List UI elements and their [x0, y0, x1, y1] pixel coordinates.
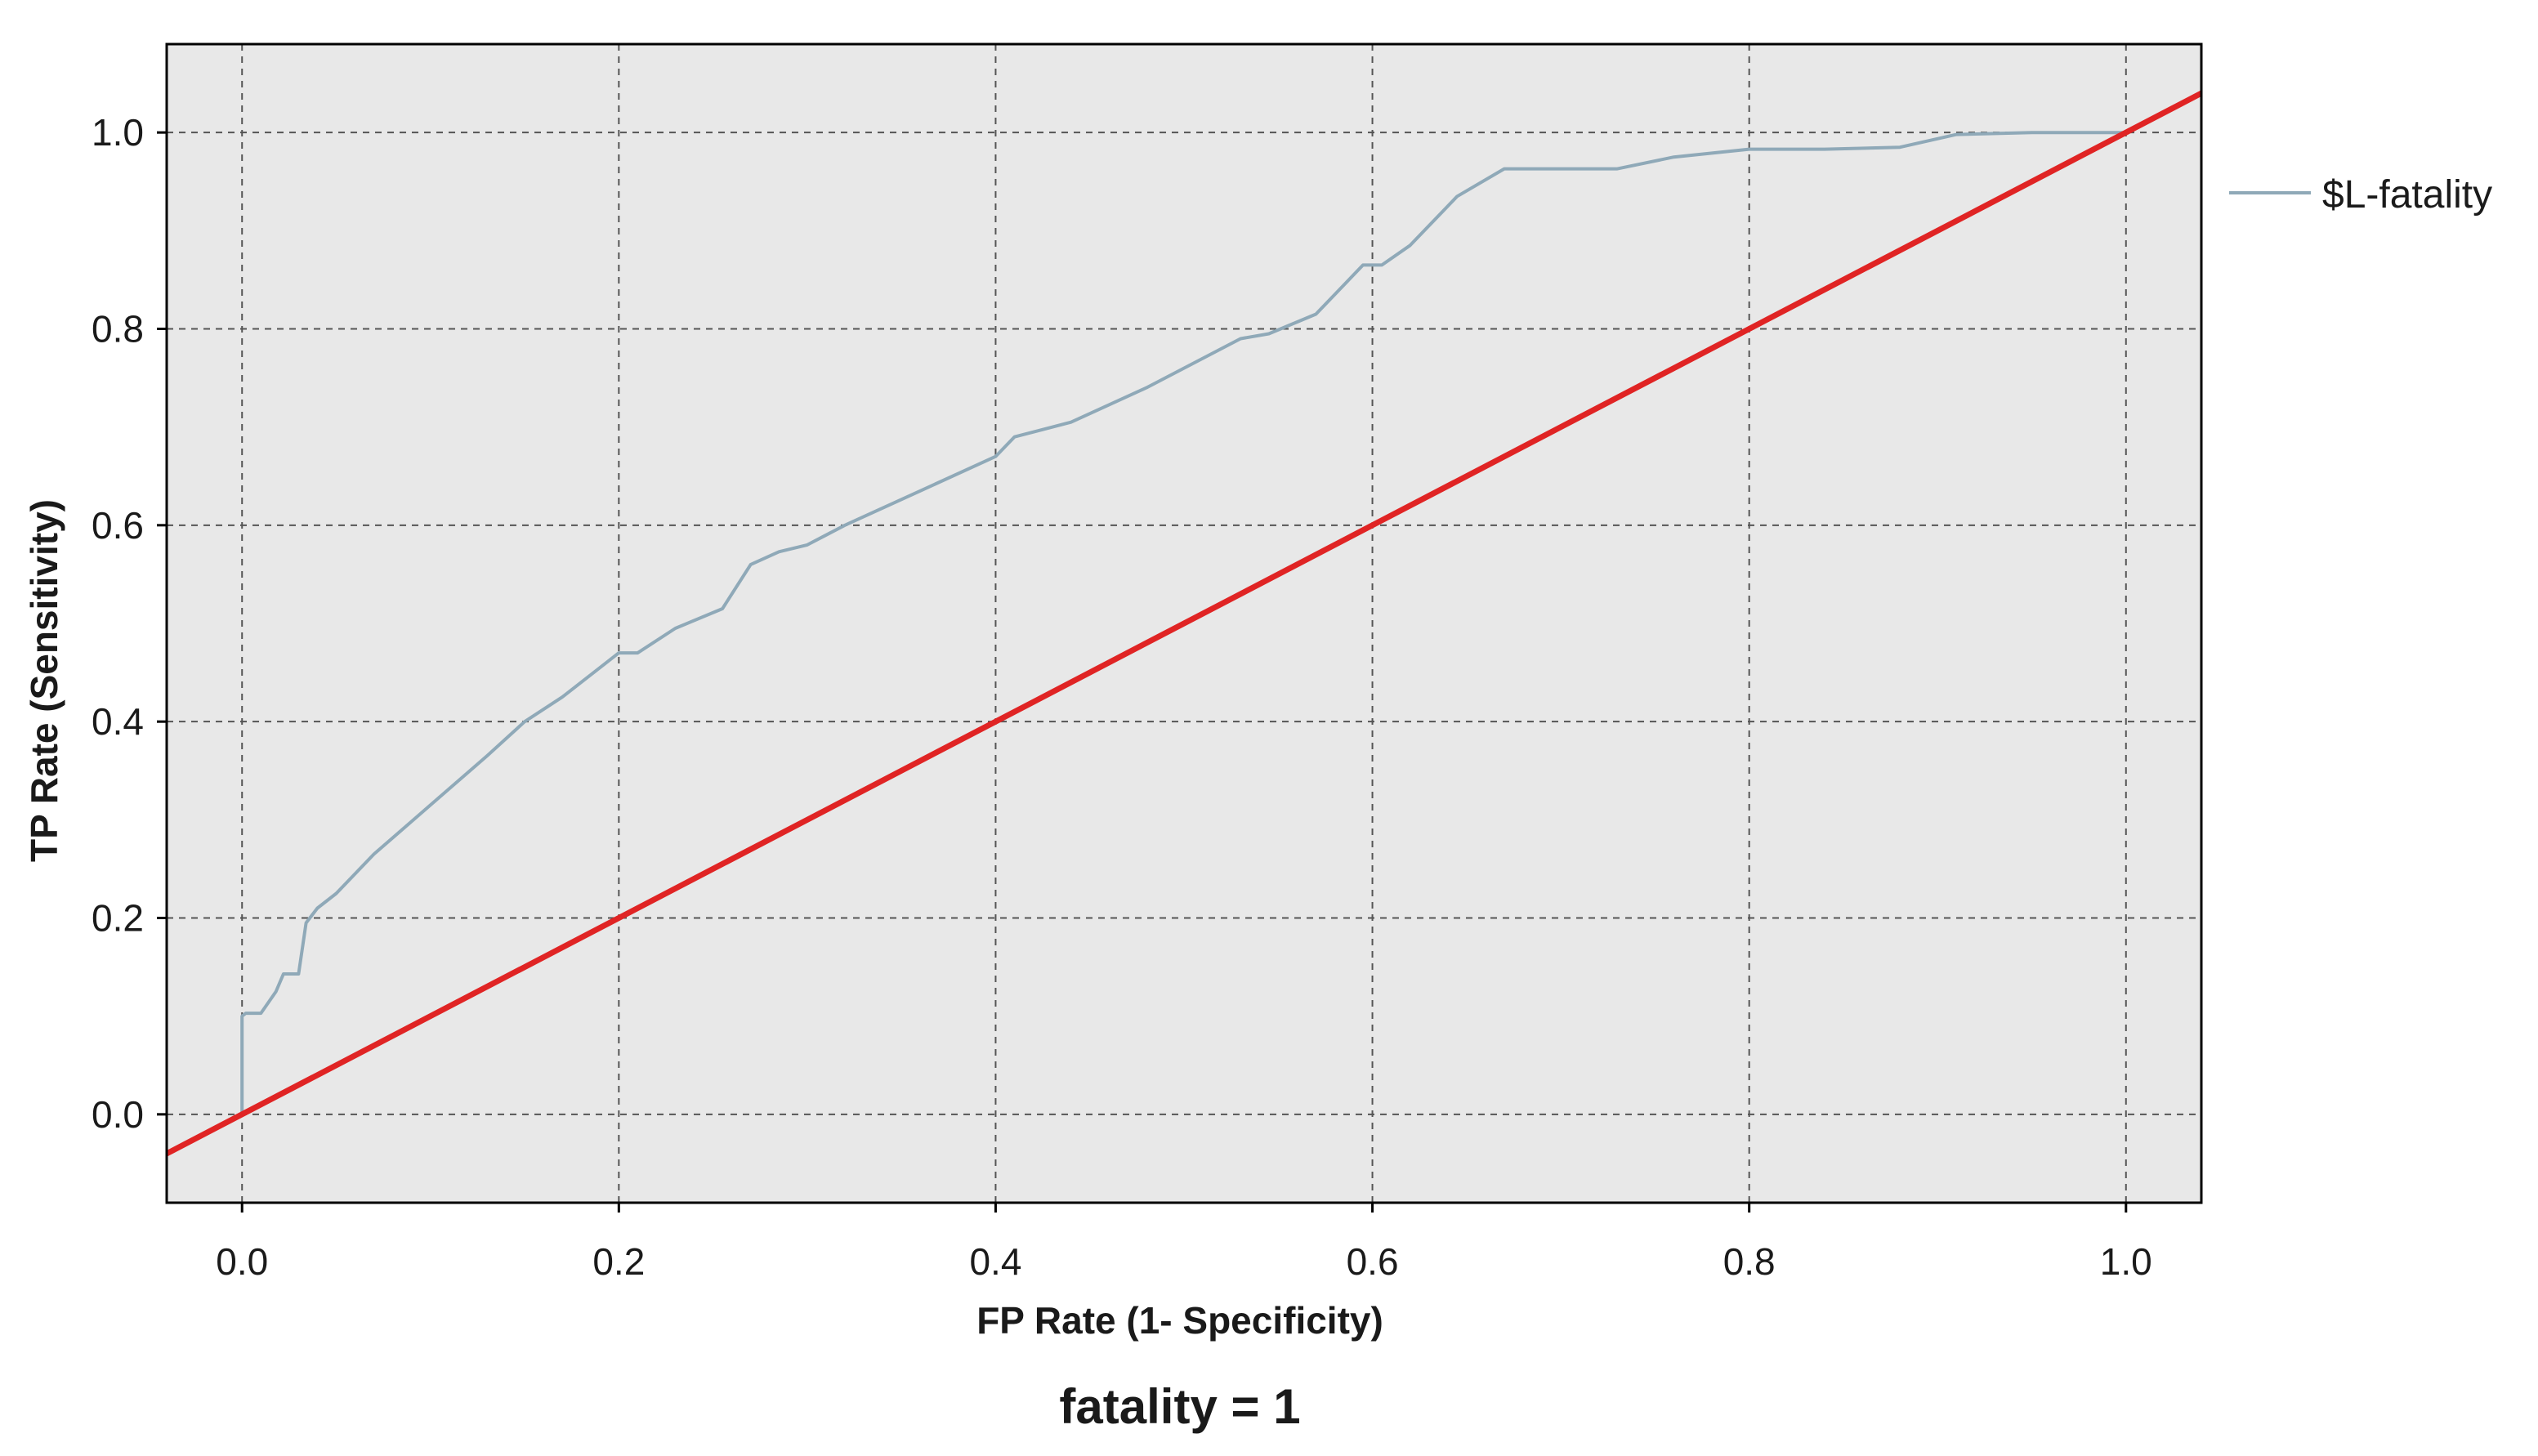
series-layer: [167, 90, 2201, 1157]
x-tick-label-1: 0.2: [592, 1240, 645, 1283]
legend-label-l-fatality: $L-fatality: [2322, 173, 2492, 217]
reference-diagonal-line: [167, 90, 2201, 1157]
legend: $L-fatality: [2229, 173, 2492, 217]
plot-frame: [165, 42, 2203, 1204]
y-tick-label-5: 1.0: [92, 111, 144, 154]
series-line-l-fatality: [240, 131, 2128, 1116]
y-tick-label-2: 0.4: [92, 700, 144, 743]
grid-lines: [167, 44, 2201, 1203]
x-tick-label-4: 0.8: [1723, 1240, 1776, 1283]
x-tick-label-3: 0.6: [1347, 1240, 1399, 1283]
x-axis-ticks: 0.0 0.2 0.4 0.6 0.8 1.0: [216, 1203, 2152, 1283]
x-tick-label-2: 0.4: [969, 1240, 1021, 1283]
chart-caption: fatality = 1: [1059, 1379, 1300, 1434]
y-axis-ticks: 0.0 0.2 0.4 0.6 0.8 1.0: [92, 111, 167, 1136]
y-axis-title: TP Rate (Sensitivity): [23, 499, 65, 862]
y-tick-label-0: 0.0: [92, 1093, 144, 1136]
y-tick-label-1: 0.2: [92, 897, 144, 940]
x-tick-label-5: 1.0: [2100, 1240, 2152, 1283]
y-tick-label-4: 0.8: [92, 307, 144, 350]
x-axis-title: FP Rate (1- Specificity): [976, 1299, 1383, 1342]
x-tick-label-0: 0.0: [216, 1240, 268, 1283]
y-tick-label-3: 0.6: [92, 504, 144, 547]
